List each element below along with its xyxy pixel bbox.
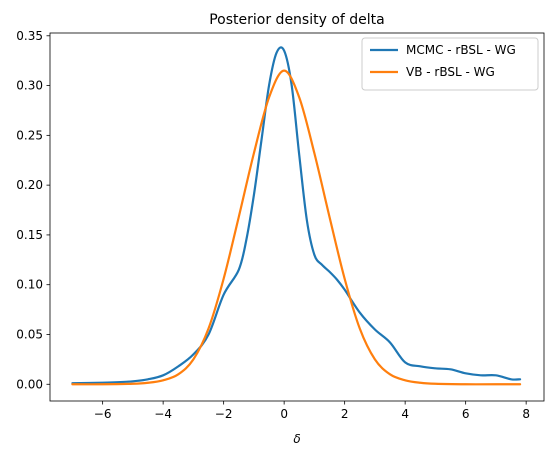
legend-label-mcmc: MCMC - rBSL - WG xyxy=(406,43,516,57)
legend-box xyxy=(361,37,539,91)
plot-area-frame xyxy=(49,32,545,402)
x-tick-label: 0 xyxy=(280,407,288,421)
y-tick-label: 0.15 xyxy=(16,228,43,242)
x-tick-label: 8 xyxy=(522,407,530,421)
x-tick-label: −2 xyxy=(215,407,233,421)
series-layer xyxy=(71,46,522,386)
y-tick-label: 0.10 xyxy=(16,278,43,292)
y-tick-label: 0.05 xyxy=(16,327,43,341)
series-line-vb-rbsl-wg xyxy=(71,69,522,386)
x-tick-label: 4 xyxy=(401,407,409,421)
series-line-mcmc-rbsl-wg xyxy=(71,46,522,385)
x-tick-label: 6 xyxy=(462,407,470,421)
legend-label-vb: VB - rBSL - WG xyxy=(406,65,495,79)
y-tick-label: 0.35 xyxy=(16,29,43,43)
x-tick-label: 2 xyxy=(341,407,349,421)
x-tick-label: −4 xyxy=(154,407,172,421)
legend: MCMC - rBSL - WG VB - rBSL - WG xyxy=(361,37,539,91)
ticks-layer: −6 −4 −2 0 2 4 6 8 0.00 0.05 0.10 0.15 0.20 0.25 0.30 0… xyxy=(16,29,530,421)
y-tick-label: 0.25 xyxy=(16,128,43,142)
x-tick-label: −6 xyxy=(94,407,112,421)
y-tick-label: 0.30 xyxy=(16,79,43,93)
x-axis-label: δ xyxy=(293,432,300,446)
y-tick-label: 0.20 xyxy=(16,178,43,192)
y-tick-label: 0.00 xyxy=(16,377,43,391)
chart-title: Posterior density of delta xyxy=(209,12,385,28)
